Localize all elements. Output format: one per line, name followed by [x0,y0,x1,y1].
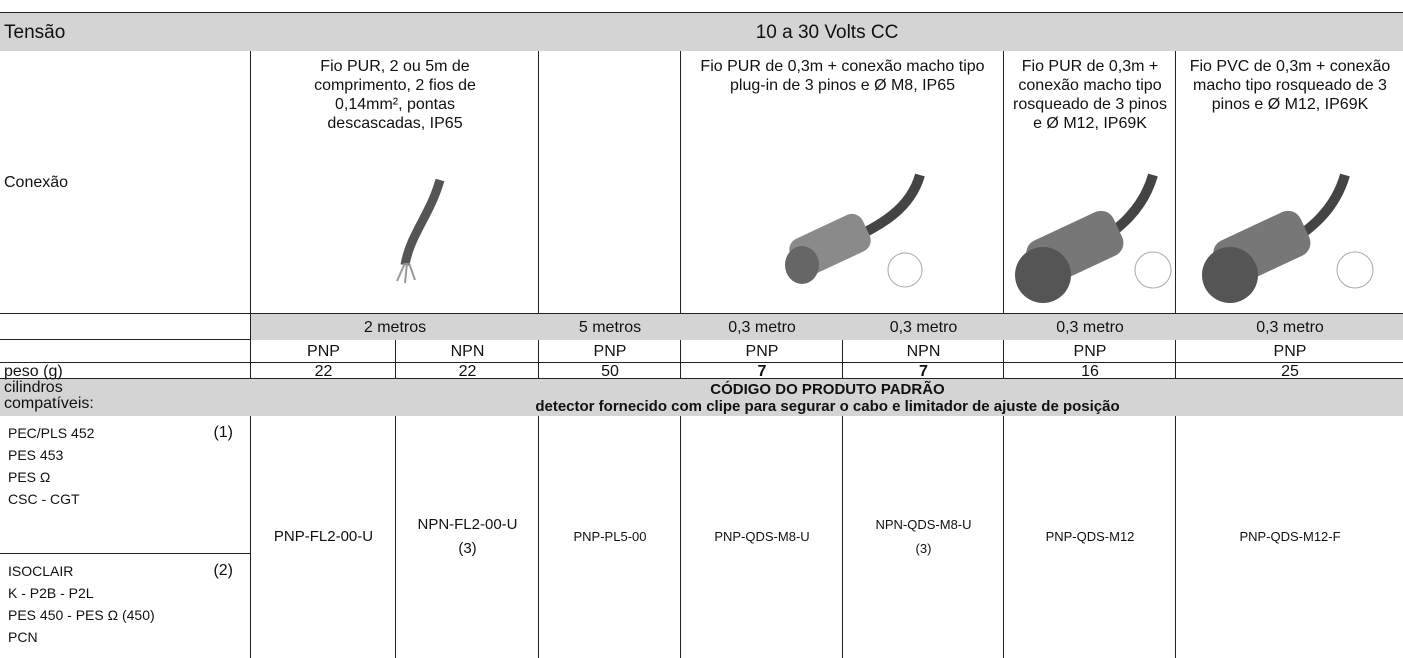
compat-label: cilindros compatíveis: [0,378,251,416]
weight-value: 50 [538,362,681,380]
weight-value: 22 [395,362,539,380]
connection-description: Fio PUR, 2 ou 5m de comprimento, 2 fios … [250,50,539,314]
cylinder-name: PES 450 - PES Ω (450) [8,607,155,623]
code: PNP-QDS-M12 [1045,529,1135,544]
signal-type: PNP [538,339,681,363]
m12-connector-image [1202,173,1374,303]
cylinder-group: ISOCLAIR (2) K - P2B - P2L PES 450 - PES Ω … [0,553,251,658]
length: 0,3 metro [1175,313,1403,340]
signal-type: PNP [680,339,843,363]
cylinder-row: PCN [8,626,233,648]
length: 2 metros [250,313,539,340]
cylinder-row: CSC - CGT [8,488,233,510]
m8-connector-image [785,173,925,288]
cylinder-row: ISOCLAIR (2) [8,560,233,582]
code: NPN-QDS-M8-U [875,517,972,532]
length: 0,3 metro [842,313,1004,340]
code-header: CÓDIGO DO PRODUTO PADRÃO detector forneci… [250,378,1403,416]
empty-cell [0,313,251,340]
cylinder-row: K - P2B - P2L [8,582,233,604]
length: 0,3 metro [680,313,843,340]
cylinder-name: ISOCLAIR [8,563,74,579]
product-code: NPN-QDS-M8-U (3) [842,415,1004,658]
weight-value: 25 [1175,362,1403,380]
connection-label: Conexão [0,50,251,314]
weight-value: 16 [1003,362,1176,380]
header-value: 10 a 30 Volts CC [250,12,1403,51]
signal-type: NPN [395,339,539,363]
connection-description: Fio PVC de 0,3m + conexão macho tipo ros… [1175,50,1403,314]
product-code: PNP-PL5-00 [538,415,681,658]
cylinder-name: PES Ω [8,469,51,485]
header-label: Tensão [0,12,251,51]
code: PNP-QDS-M8-U [714,529,810,544]
cylinder-name: PES 453 [8,447,64,463]
note: (3) [458,540,477,557]
cylinder-name: CSC - CGT [8,491,80,507]
cylinder-row: PEC/PLS 452 (1) [8,422,233,444]
cylinder-name: PCN [8,629,38,645]
weight-value: 7 [842,362,1004,380]
product-code: NPN-FL2-00-U (3) [395,415,539,658]
cylinder-name: PEC/PLS 452 [8,425,95,441]
signal-type: PNP [250,339,396,363]
cylinder-group: PEC/PLS 452 (1) PES 453 PES Ω CSC - CGT [0,415,251,554]
note: (2) [213,562,233,579]
code: NPN-FL2-00-U [417,516,518,533]
product-code: PNP-QDS-M8-U [680,415,843,658]
cylinder-row: PES 450 - PES Ω (450) [8,604,233,626]
signal-type: PNP [1175,339,1403,363]
weight-label: peso (g) [0,362,251,380]
weight-value: 7 [680,362,843,380]
code: PNP-QDS-M12-F [1239,529,1341,544]
connection-description: Fio PUR de 0,3m + conexão macho tipo ros… [1003,50,1176,314]
product-code: PNP-QDS-M12-F [1175,415,1403,658]
length: 0,3 metro [1003,313,1176,340]
signal-type: PNP [1003,339,1176,363]
code: PNP-FL2-00-U [273,528,374,545]
signal-type: NPN [842,339,1004,363]
cylinder-row: PES 453 [8,444,233,466]
product-code: PNP-QDS-M12 [1003,415,1176,658]
code: PNP-PL5-00 [573,529,647,544]
length: 5 metros [538,313,681,340]
cylinder-name: K - P2B - P2L [8,585,94,601]
code-subtitle: detector fornecido com clipe para segura… [535,397,1120,415]
note: (1) [213,424,233,441]
cable-image [396,178,445,284]
empty-cell [538,50,681,314]
cylinder-row: PES Ω [8,466,233,488]
product-code: PNP-FL2-00-U [250,415,396,658]
weight-value: 22 [250,362,396,380]
m12-connector-image [1015,173,1172,303]
note: (3) [915,541,932,556]
empty-cell [0,339,251,363]
code-title: CÓDIGO DO PRODUTO PADRÃO [710,380,945,398]
